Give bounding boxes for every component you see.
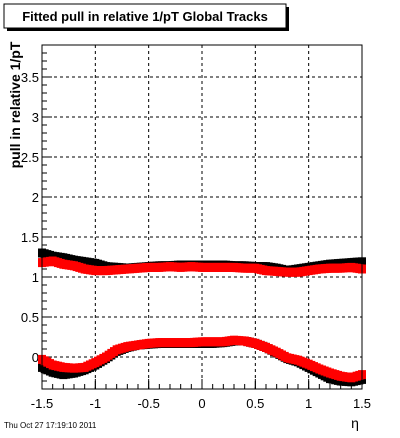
y-tick-label: 0 [32, 350, 39, 365]
title-box-shadow-bottom [7, 28, 286, 31]
x-tick-label: 0 [198, 396, 205, 411]
y-tick-label: 2 [32, 190, 39, 205]
grid-layer [42, 45, 362, 389]
y-tick-label: 1 [32, 270, 39, 285]
y-tick-label: 2.5 [21, 150, 39, 165]
x-tick-label: 1.5 [353, 396, 371, 411]
x-tick-label: -0.5 [137, 396, 159, 411]
x-tick-label: -1.5 [31, 396, 53, 411]
y-tick-label: 0.5 [21, 310, 39, 325]
y-tick-label: 1.5 [21, 230, 39, 245]
data-layer [38, 248, 366, 387]
title-box [3, 3, 287, 29]
x-axis-label: η [351, 415, 359, 431]
x-tick-label: 0.5 [246, 396, 264, 411]
x-tick-label: 1 [305, 396, 312, 411]
y-tick-label: 3 [32, 110, 39, 125]
series-1 [38, 256, 366, 277]
chart-title: Fitted pull in relative 1/pT Global Trac… [22, 9, 268, 24]
y-axis-label: pull in relative 1/pT [7, 41, 23, 168]
footer-timestamp: Thu Oct 27 17:19:10 2011 [4, 421, 97, 430]
title-box-shadow-right [286, 7, 289, 31]
y-tick-label: 3.5 [21, 70, 39, 85]
x-tick-label: -1 [90, 396, 102, 411]
plot-frame [41, 44, 363, 390]
series-3 [38, 335, 366, 383]
